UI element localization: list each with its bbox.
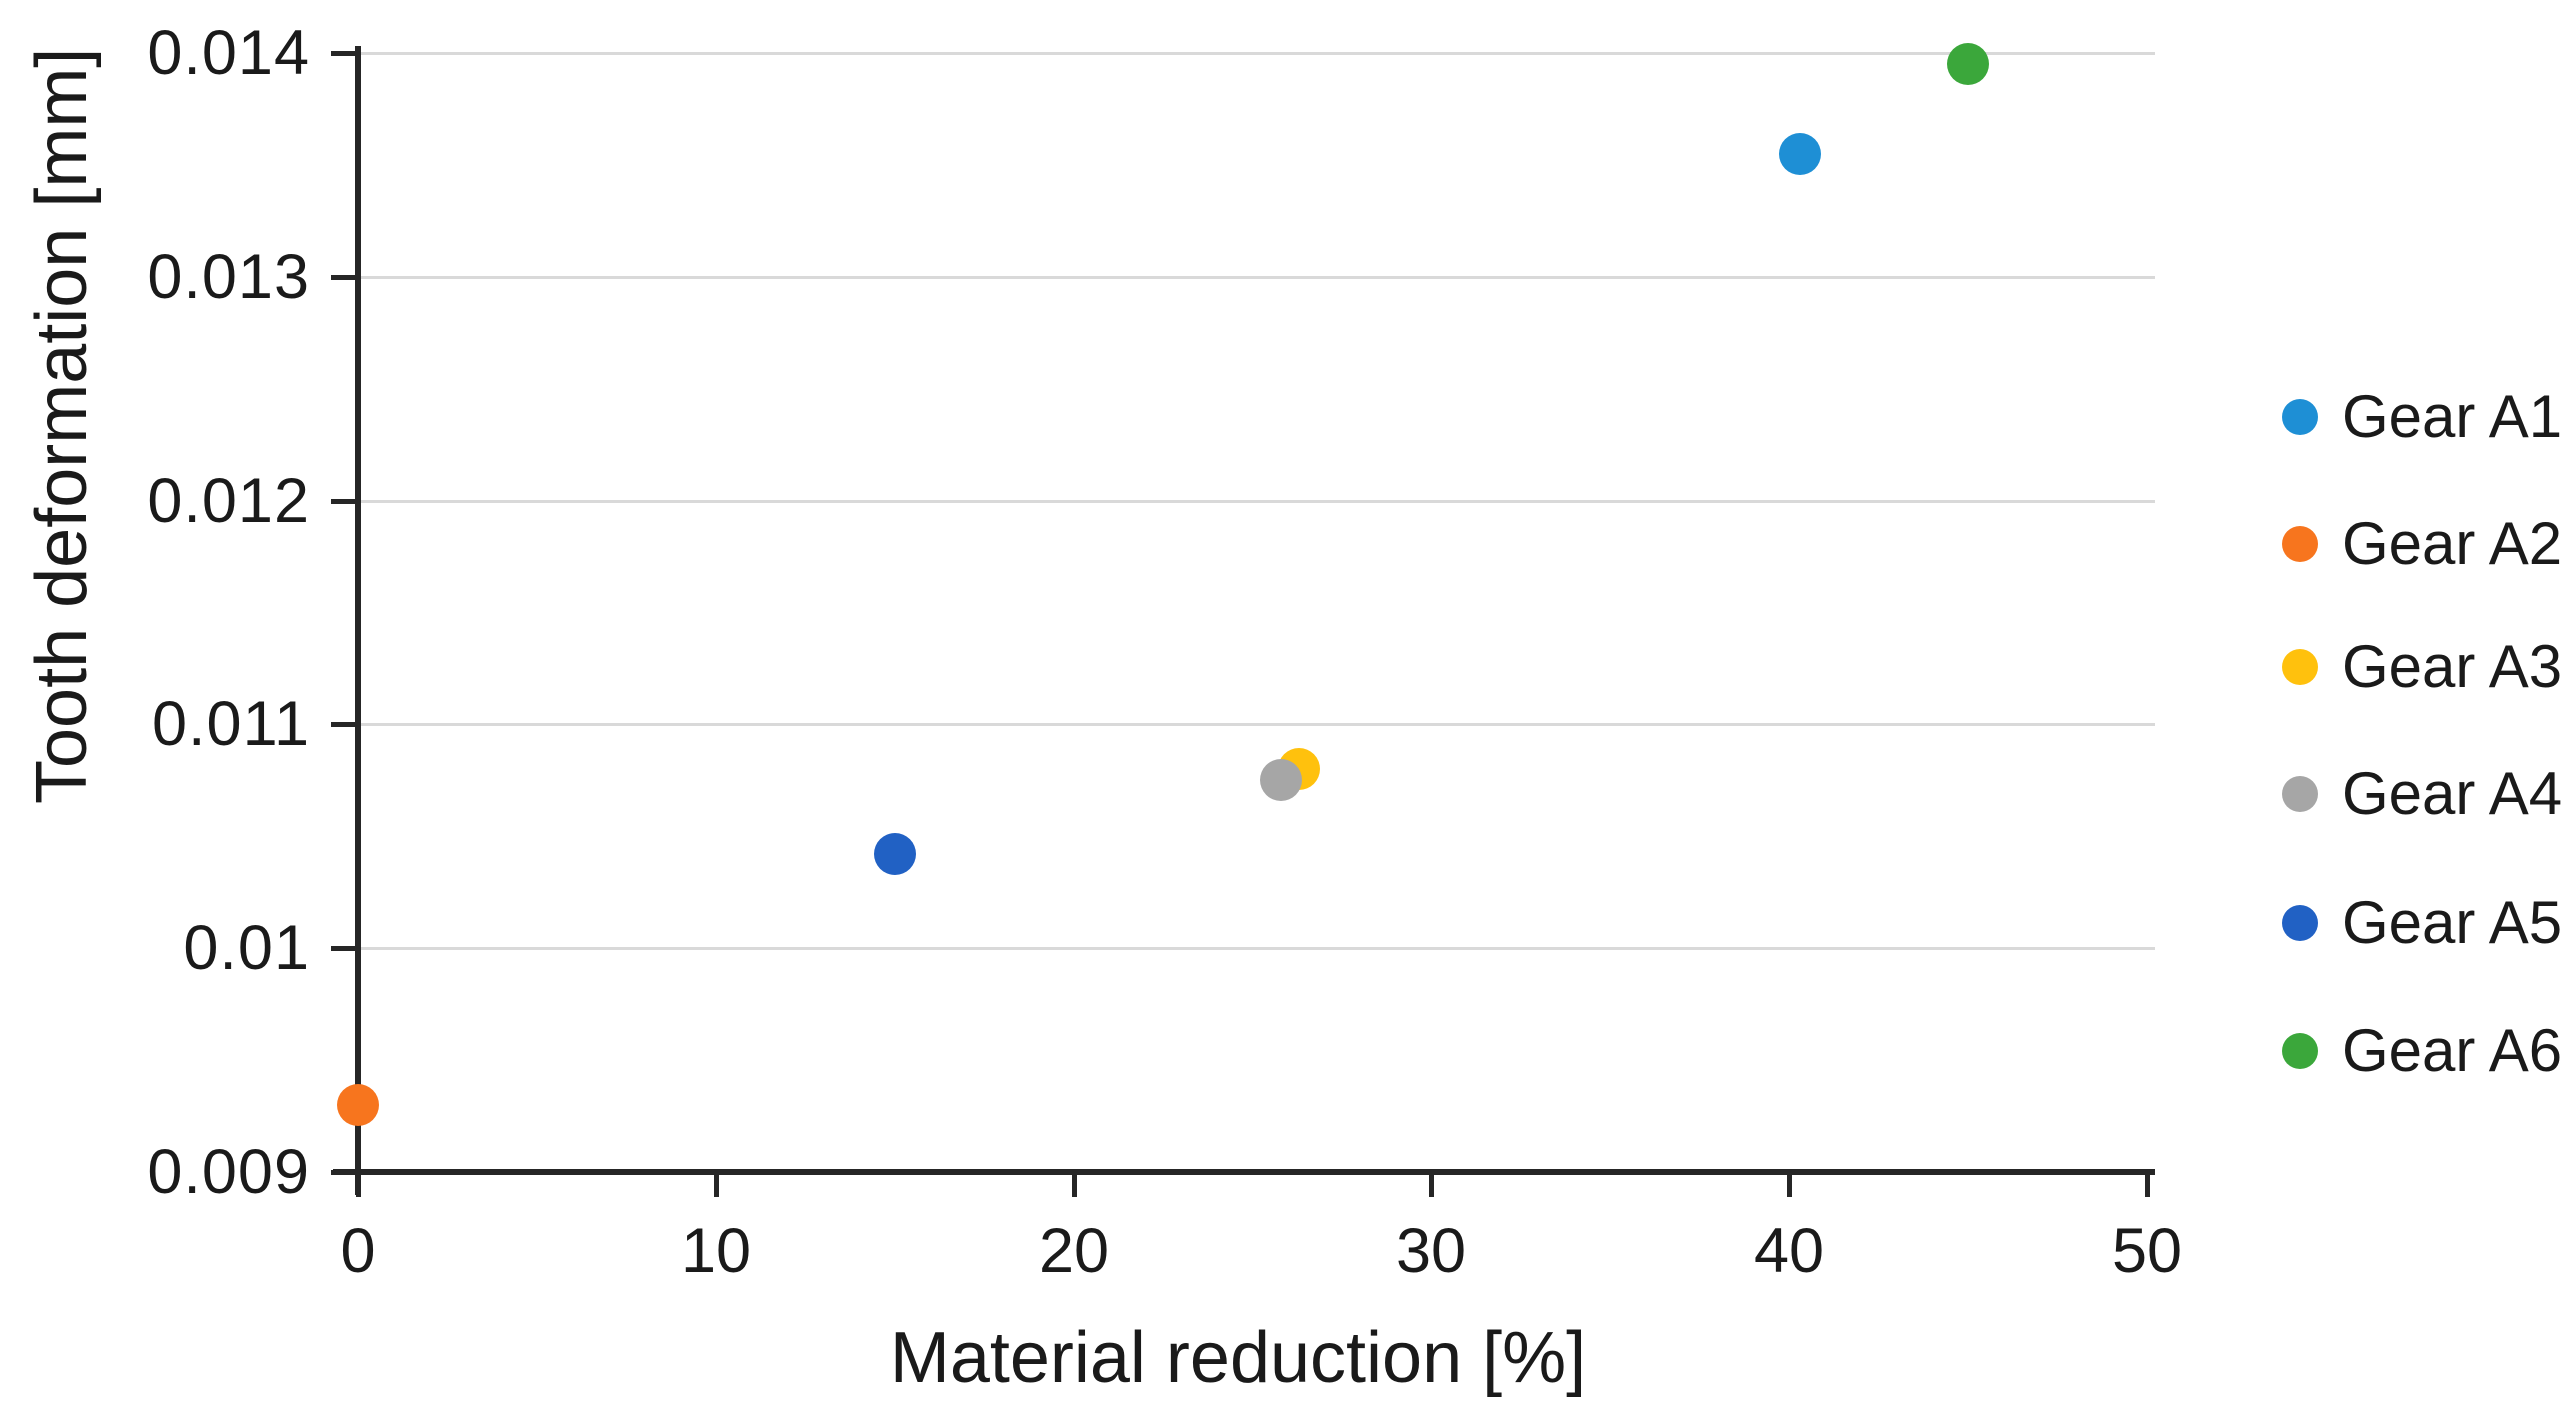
data-point-gear-a1: [1778, 132, 1821, 175]
legend-item-gear-a3: Gear A3: [2282, 625, 2574, 709]
x-tick-label: 20: [1038, 1216, 1110, 1286]
legend-label: Gear A1: [2342, 383, 2563, 450]
legend-marker-dot: [2282, 649, 2318, 685]
y-tick-label: 0.014: [147, 18, 310, 88]
legend-marker-dot: [2282, 776, 2318, 812]
y-tick-label: 0.009: [147, 1137, 310, 1207]
data-point-gear-a5: [873, 833, 916, 876]
y-tick-mark: [331, 51, 357, 56]
y-tick-mark: [331, 499, 357, 504]
legend-marker-dot: [2282, 1033, 2318, 1069]
gridline-0-010: [361, 947, 2155, 950]
legend-item-gear-a6: Gear A6: [2282, 1009, 2574, 1093]
legend-label: Gear A2: [2342, 510, 2563, 577]
y-tick-mark: [331, 722, 357, 727]
x-tick-label: 10: [680, 1216, 752, 1286]
y-tick-mark: [331, 946, 357, 951]
legend-marker-dot: [2282, 399, 2318, 435]
x-tick-mark: [2145, 1175, 2150, 1197]
legend-marker-dot: [2282, 905, 2318, 941]
y-tick-label: 0.012: [147, 466, 310, 536]
x-axis-line: [333, 1169, 2155, 1175]
legend-item-gear-a1: Gear A1: [2282, 375, 2574, 459]
y-tick-label: 0.01: [183, 913, 310, 983]
legend-item-gear-a5: Gear A5: [2282, 881, 2574, 965]
legend-label: Gear A5: [2342, 889, 2563, 956]
x-tick-mark: [714, 1175, 719, 1197]
y-tick-mark: [331, 1170, 357, 1175]
x-axis-title: Material reduction [%]: [889, 1318, 1587, 1398]
legend-label: Gear A6: [2342, 1017, 2563, 1084]
y-axis-line: [355, 46, 361, 1195]
y-tick-label: 0.011: [152, 689, 310, 759]
gridline-0-011: [361, 723, 2155, 726]
legend-item-gear-a2: Gear A2: [2282, 502, 2574, 586]
gridline-0-012: [361, 500, 2155, 503]
gridline-0-013: [361, 276, 2155, 279]
gridline-0-014: [361, 52, 2155, 55]
x-tick-mark: [356, 1175, 361, 1197]
y-tick-mark: [331, 275, 357, 280]
legend: Gear A1 Gear A2 Gear A3 Gear A4 Gear A5 …: [2282, 0, 2574, 1423]
x-tick-label: 0: [340, 1216, 376, 1286]
x-tick-label: 50: [2111, 1216, 2183, 1286]
data-point-gear-a2: [337, 1083, 379, 1126]
data-point-gear-a4: [1260, 759, 1303, 802]
y-tick-label: 0.013: [147, 242, 310, 312]
y-axis-title: Tooth deformation [mm]: [22, 47, 102, 804]
data-point-gear-a6: [1947, 43, 1990, 86]
legend-label: Gear A4: [2342, 760, 2563, 827]
x-tick-mark: [1787, 1175, 1792, 1197]
legend-item-gear-a4: Gear A4: [2282, 752, 2574, 836]
x-tick-mark: [1429, 1175, 1434, 1197]
legend-label: Gear A3: [2342, 633, 2563, 700]
x-tick-label: 40: [1753, 1216, 1825, 1286]
legend-marker-dot: [2282, 526, 2318, 562]
x-tick-label: 30: [1395, 1216, 1467, 1286]
x-tick-mark: [1072, 1175, 1077, 1197]
